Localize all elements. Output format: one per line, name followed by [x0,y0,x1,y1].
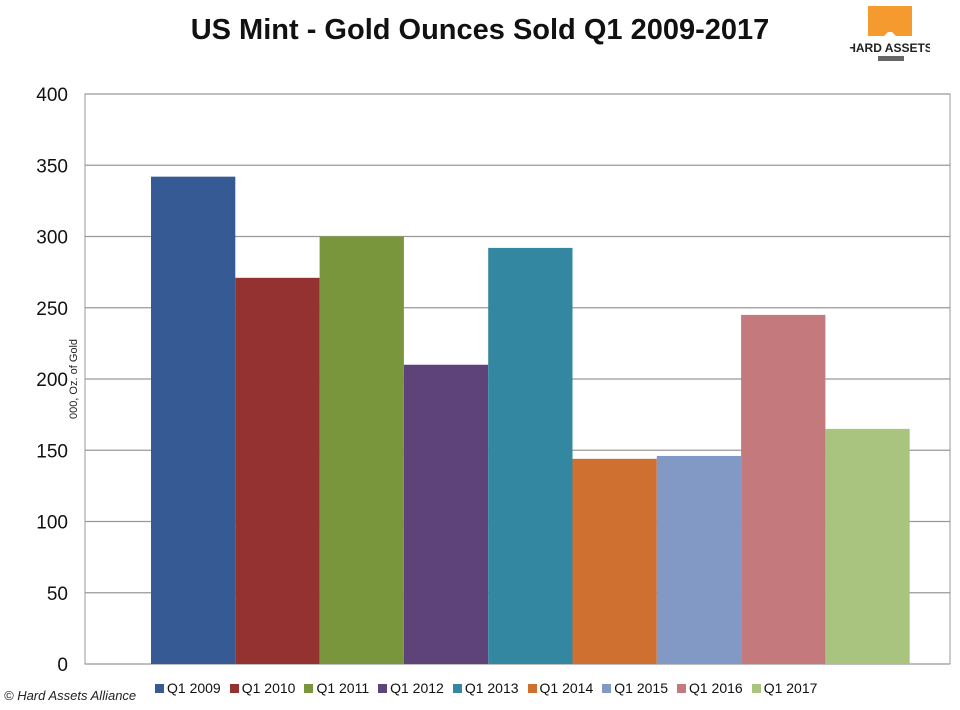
bar-q1-2009 [151,176,236,664]
legend-swatch [751,683,761,693]
bar-q1-2012 [403,364,489,664]
legend-item: Q1 2017 [751,680,818,696]
legend-item: Q1 2011 [304,680,369,696]
legend-label: Q1 2012 [390,680,444,696]
legend-swatch [527,683,537,693]
legend-swatch [155,683,164,693]
y-tick-label: 400 [36,85,68,106]
legend-item: Q1 2009 [155,680,221,696]
legend-item: Q1 2012 [378,680,444,696]
y-tick-label: 350 [36,156,68,177]
y-tick-label: 0 [57,655,68,676]
bar-q1-2014 [572,458,657,664]
hard-assets-logo: HARD ASSETS [850,6,930,61]
y-axis-label: 000, Oz. of Gold [68,339,80,419]
legend-label: Q1 2009 [167,680,221,696]
legend-swatch [676,683,686,693]
y-tick-label: 200 [36,370,68,391]
legend-item: Q1 2010 [229,680,296,696]
legend-label: Q1 2013 [464,680,519,696]
y-tick-label: 300 [36,228,68,249]
legend-label: Q1 2011 [316,680,370,696]
legend-swatch [452,683,462,693]
y-tick-label: 100 [36,513,68,534]
legend-swatch [602,683,612,693]
legend-label: Q1 2010 [241,680,296,696]
legend-label: Q1 2017 [763,680,818,696]
legend-item: Q1 2016 [676,680,743,696]
legend-item: Q1 2015 [602,680,668,696]
svg-text:HARD ASSETS: HARD ASSETS [850,41,930,55]
bar-q1-2013 [488,247,573,664]
legend-label: Q1 2016 [688,680,743,696]
legend-label: Q1 2014 [539,680,594,696]
legend: Q1 2009 Q1 2010 Q1 2011 Q1 2012 Q1 2013 Q1 20… [155,680,817,696]
bar-q1-2011 [319,236,404,664]
bar-q1-2015 [656,455,742,664]
y-tick-label: 150 [36,441,68,462]
bar-q1-2016 [741,314,826,664]
legend-swatch [378,683,388,693]
bar-q1-2017 [825,428,910,664]
legend-swatch [229,683,239,693]
bar-q1-2010 [235,277,320,664]
legend-label: Q1 2015 [614,680,668,696]
legend-item: Q1 2014 [527,680,594,696]
legend-item: Q1 2013 [452,680,519,696]
y-tick-label: 50 [47,584,68,605]
copyright-credit: © Hard Assets Alliance [4,688,137,703]
chart-title: US Mint - Gold Ounces Sold Q1 2009-2017 [190,14,770,46]
legend-swatch [304,683,314,693]
y-tick-label: 250 [36,299,68,320]
